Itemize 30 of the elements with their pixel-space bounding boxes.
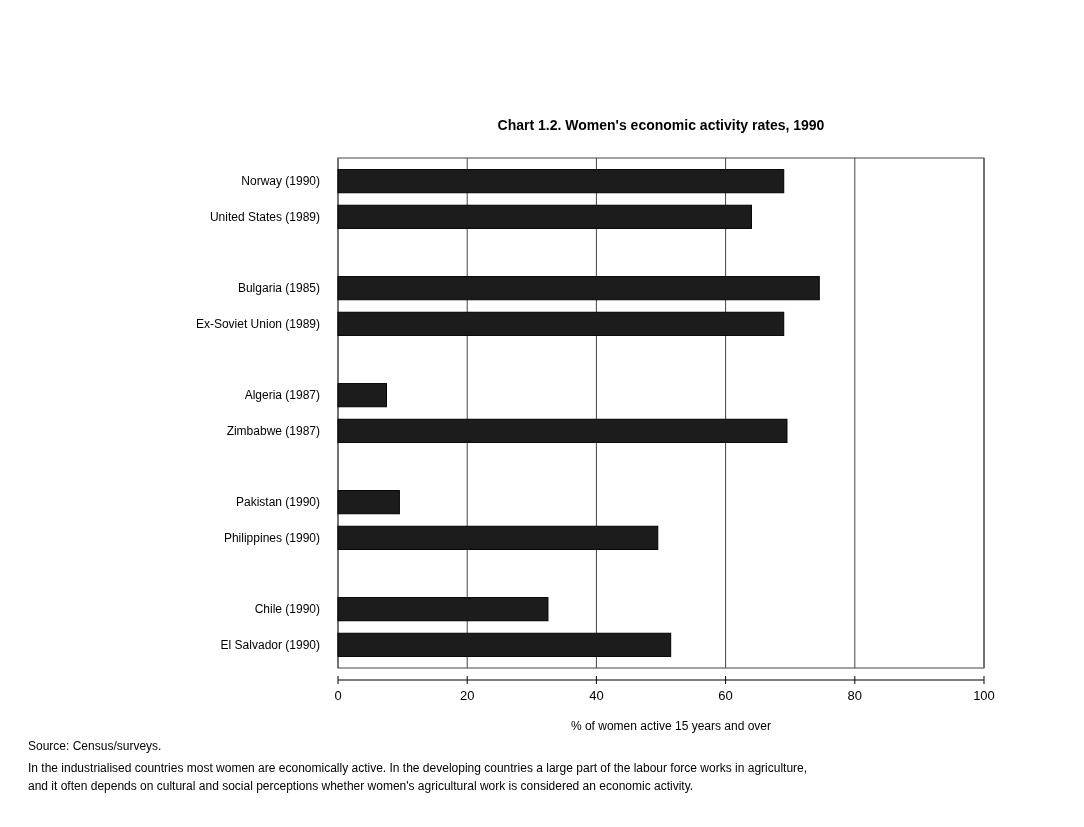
y-tick-label: Pakistan (1990) (235, 495, 320, 510)
bar (337, 169, 785, 194)
bar (337, 490, 400, 515)
x-tick-label: 100 (973, 688, 995, 703)
y-tick-label: Zimbabwe (1987) (226, 423, 320, 438)
source-note: Source: Census/surveys. (28, 739, 162, 753)
bar (337, 632, 672, 657)
y-tick-label: Norway (1990) (241, 174, 320, 189)
y-tick-label: Bulgaria (1985) (237, 281, 320, 296)
x-tick-label: 20 (459, 688, 475, 703)
bar (337, 204, 752, 229)
x-tick-label: 40 (589, 688, 604, 703)
x-tick-label: 0 (334, 688, 342, 703)
text: In the industrialised countries most women are economically active. In the developing countries a large part of the labour force works in agriculture, and it often depends on cultural and social perceptions whether women's agricultural work is considered an economic activity. (28, 761, 808, 793)
y-tick-label: Chile (1990) (254, 602, 320, 617)
bar (337, 525, 659, 550)
bar (337, 383, 387, 408)
y-tick-label: Philippines (1990) (223, 530, 320, 545)
y-tick-label: Algeria (1987) (244, 388, 320, 403)
bar (337, 311, 785, 336)
bar (337, 597, 549, 622)
y-tick-label: United States (1989) (209, 209, 320, 224)
bar (337, 276, 820, 301)
x-axis-title: % of women active 15 years and over (570, 719, 772, 733)
chart-title: Chart 1.2. Women's economic activity rates, 1990 (497, 117, 825, 133)
bar (337, 418, 788, 443)
y-tick-label: El Salvador (1990) (220, 637, 320, 652)
x-tick-label: 60 (718, 688, 733, 703)
y-tick-label: Ex-Soviet Union (1989) (195, 316, 320, 331)
x-tick-label: 80 (847, 688, 863, 703)
